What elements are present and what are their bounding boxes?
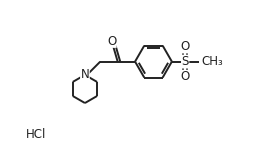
Text: CH₃: CH₃ <box>202 55 223 68</box>
Text: O: O <box>181 70 190 83</box>
Text: O: O <box>181 40 190 53</box>
Text: N: N <box>81 68 89 81</box>
Text: O: O <box>107 35 117 48</box>
Text: HCl: HCl <box>26 128 46 141</box>
Text: S: S <box>181 55 189 68</box>
